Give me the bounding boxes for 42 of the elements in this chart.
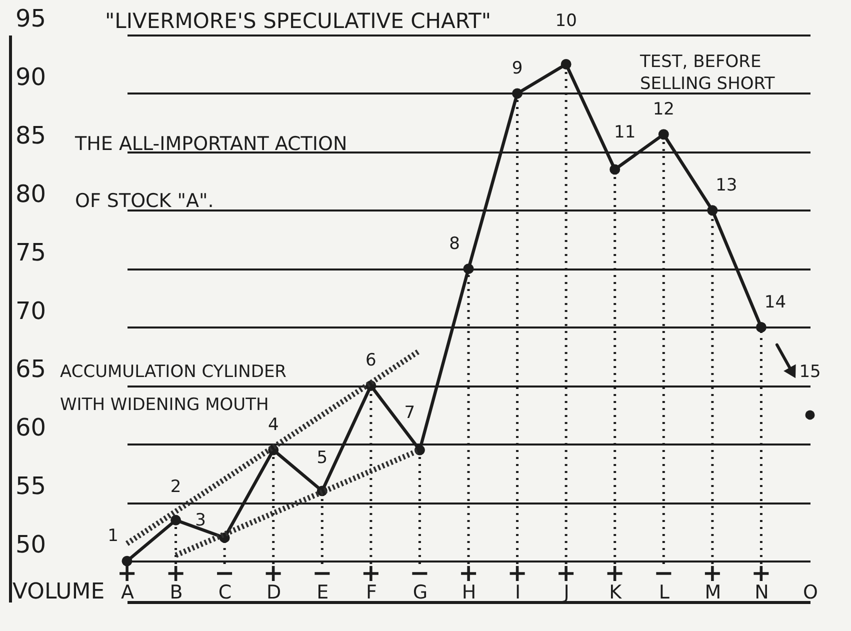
x-tick-label: K bbox=[609, 582, 622, 604]
y-tick-label: 70 bbox=[16, 296, 46, 325]
y-tick-label: 50 bbox=[16, 530, 46, 559]
text: THE ALL-IMPORTANT ACTION OF STOCK "A". bbox=[75, 133, 348, 212]
x-tick-label: L bbox=[658, 582, 670, 604]
y-tick-label: 75 bbox=[16, 238, 46, 266]
y-tick-label: 65 bbox=[16, 355, 46, 384]
x-tick-label: H bbox=[462, 582, 476, 604]
annotation: 15 bbox=[799, 362, 821, 382]
x-tick-label: E bbox=[316, 582, 329, 604]
annotation: 5 bbox=[316, 448, 328, 468]
y-tick-label: 95 bbox=[16, 4, 46, 32]
annotation: 9 bbox=[512, 58, 523, 78]
annotation: 3 bbox=[195, 510, 206, 531]
annotation: 2 bbox=[170, 477, 182, 498]
x-tick-label: B bbox=[170, 582, 183, 604]
annotation: 12 bbox=[652, 99, 674, 120]
y-tick-label: 60 bbox=[16, 414, 46, 442]
y-tick-label: 80 bbox=[16, 180, 46, 208]
y-tick-label: 55 bbox=[16, 472, 46, 500]
x-axis-title: VOLUME bbox=[12, 580, 105, 604]
annotation: 8 bbox=[449, 234, 460, 254]
annotation: 1 bbox=[108, 526, 118, 546]
annotation: 4 bbox=[268, 415, 279, 436]
annotation: 13 bbox=[716, 175, 738, 196]
y-tick-label: 90 bbox=[16, 62, 46, 91]
x-tick-label: M bbox=[704, 582, 722, 604]
annotation: 10 bbox=[555, 11, 577, 32]
x-tick-label: I bbox=[514, 582, 521, 604]
x-tick-label: A bbox=[121, 582, 134, 604]
annotation: 11 bbox=[614, 122, 636, 142]
y-tick-label: 85 bbox=[16, 121, 46, 150]
x-tick-label: O bbox=[803, 582, 818, 604]
x-tick-label: F bbox=[366, 582, 377, 604]
x-tick-label: D bbox=[266, 582, 282, 604]
annotation: 6 bbox=[366, 350, 376, 371]
annotation: ACCUMULATION CYLINDER WITH WIDENING MOUTH bbox=[60, 362, 287, 415]
chart-title: "LIVERMORE'S SPECULATIVE CHART" bbox=[105, 9, 491, 33]
annotation: TEST, BEFORE SELLING SHORT bbox=[639, 52, 776, 94]
annotation: 7 bbox=[404, 403, 416, 424]
annotation: 14 bbox=[764, 292, 786, 312]
x-tick-label: N bbox=[754, 582, 769, 604]
